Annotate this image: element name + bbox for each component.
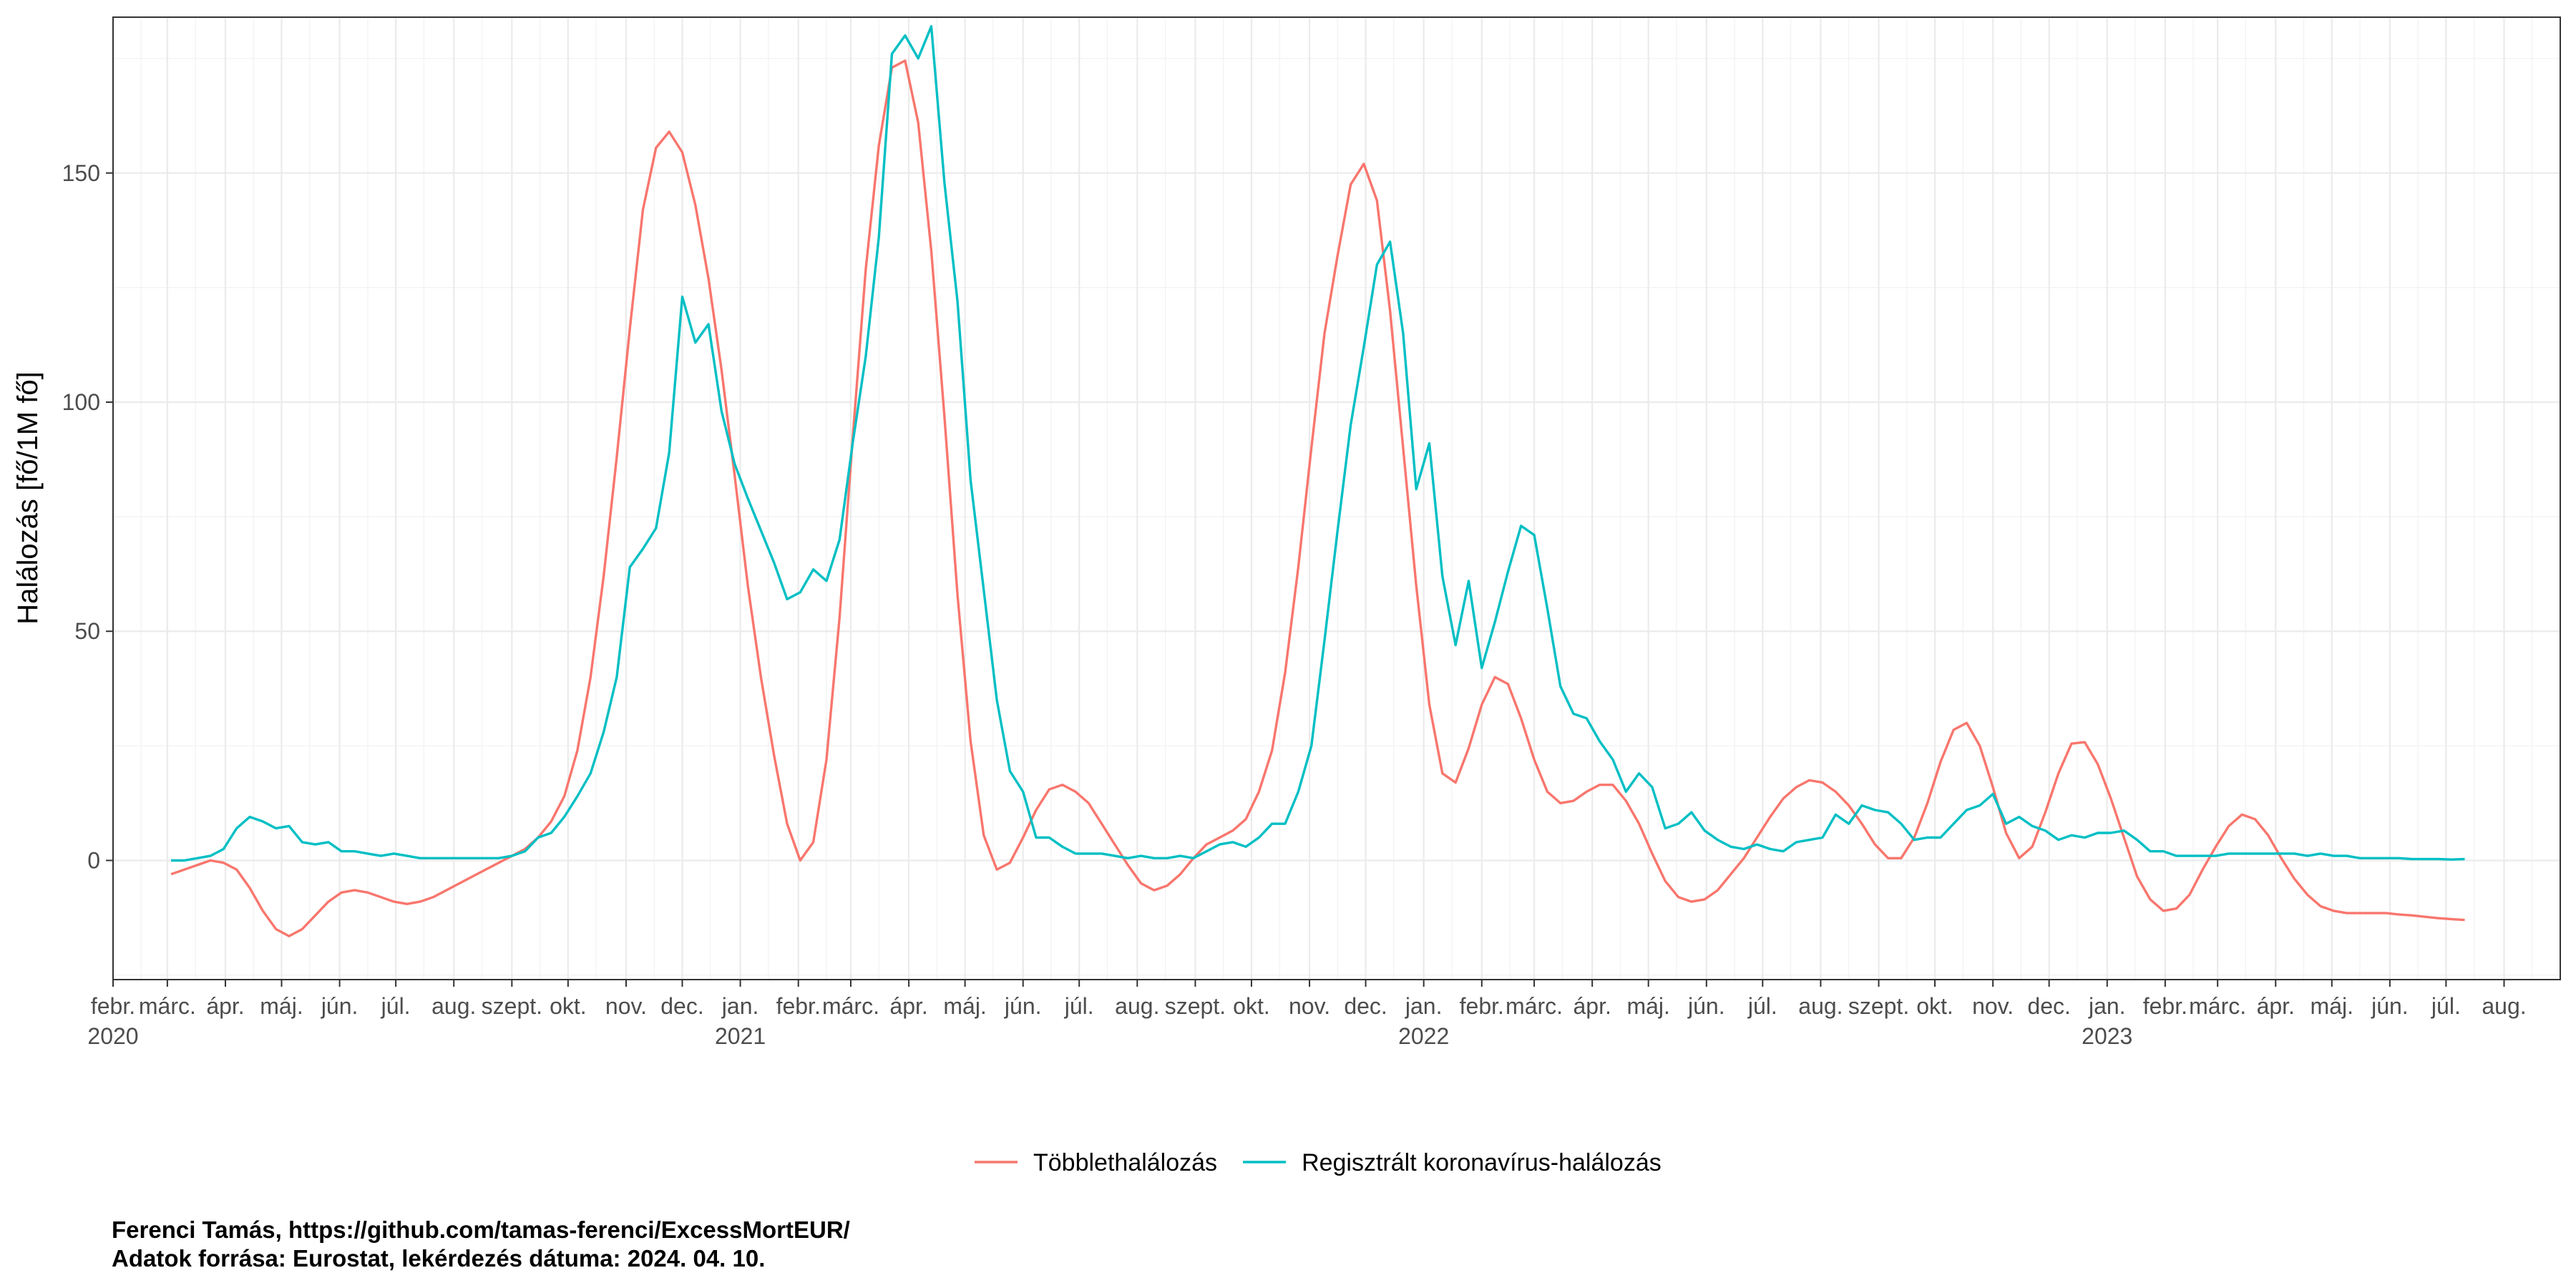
x-tick-label: ápr. (2257, 993, 2295, 1019)
y-axis-title: Halálozás [fő/1M fő] (12, 371, 44, 625)
y-axis: 0 50 100 150 (62, 160, 113, 873)
x-tick-label: okt. (1233, 993, 1270, 1019)
x-tick-label: aug. (1115, 993, 1159, 1019)
x-year-label: 2022 (1398, 1023, 1449, 1049)
x-tick-label: márc. (1506, 993, 1563, 1019)
x-year-label: 2020 (87, 1023, 138, 1049)
panel-background (113, 17, 2560, 980)
x-tick-label: jún. (1687, 993, 1725, 1019)
series-line-2 (171, 25, 2465, 862)
legend-label-1: Többlethalálozás (1033, 1149, 1217, 1176)
x-tick-label: ápr. (889, 993, 927, 1019)
x-tick-label: ápr. (1573, 993, 1611, 1019)
x-tick-label: júl. (2431, 993, 2461, 1019)
caption-line-2: Adatok forrása: Eurostat, lekérdezés dát… (112, 1245, 766, 1272)
x-tick-label: aug. (431, 993, 476, 1019)
x-tick-label: júl. (381, 993, 411, 1019)
legend-label-2: Regisztrált koronavírus-halálozás (1302, 1149, 1662, 1176)
x-tick-label: jan. (2088, 993, 2126, 1019)
minor-gridlines (113, 17, 2560, 980)
x-tick-label: dec. (660, 993, 703, 1019)
x-tick-label: ápr. (206, 993, 244, 1019)
x-tick-label: okt. (1916, 993, 1953, 1019)
x-tick-label: márc. (2189, 993, 2246, 1019)
x-axis: febr. márc. ápr. máj. jún. júl. aug. szept. okt.… (87, 980, 2527, 1049)
x-tick-label: nov. (1972, 993, 2014, 1019)
x-tick-label: máj. (2311, 993, 2353, 1019)
x-tick-label: szept. (1165, 993, 1226, 1019)
x-tick-label: máj. (943, 993, 986, 1019)
x-tick-label: szept. (1848, 993, 1909, 1019)
x-tick-label: máj. (1626, 993, 1669, 1019)
y-tick-label: 0 (87, 847, 100, 873)
y-tick-label: 150 (62, 160, 100, 186)
x-year-label: 2023 (2082, 1023, 2132, 1049)
x-tick-label: febr. (91, 993, 135, 1019)
x-tick-label: máj. (260, 993, 303, 1019)
x-tick-label: jún. (1004, 993, 1042, 1019)
series-layer (170, 25, 2465, 937)
x-tick-label: nov. (605, 993, 647, 1019)
x-tick-label: júl. (1747, 993, 1777, 1019)
x-year-label: 2021 (715, 1023, 766, 1049)
x-tick-label: jan. (1405, 993, 1443, 1019)
x-tick-label: febr. (776, 993, 821, 1019)
y-tick-label: 50 (74, 618, 100, 644)
caption-line-1: Ferenci Tamás, https://github.com/tamas-… (112, 1216, 850, 1243)
y-tick-label: 100 (62, 389, 100, 415)
x-tick-label: febr. (1460, 993, 1504, 1019)
x-tick-label: jún. (321, 993, 358, 1019)
series-line-1 (170, 59, 2465, 937)
x-tick-label: febr. (2143, 993, 2187, 1019)
x-tick-label: dec. (2027, 993, 2070, 1019)
x-tick-label: szept. (482, 993, 542, 1019)
x-tick-label: dec. (1344, 993, 1387, 1019)
x-tick-label: aug. (1798, 993, 1843, 1019)
legend: Többlethalálozás Regisztrált koronavírus-… (975, 1149, 1662, 1176)
panel-border (112, 16, 2561, 980)
x-tick-label: márc. (822, 993, 879, 1019)
x-tick-label: jan. (721, 993, 759, 1019)
x-tick-label: júl. (1064, 993, 1094, 1019)
x-tick-label: okt. (550, 993, 587, 1019)
x-tick-label: aug. (2482, 993, 2526, 1019)
x-tick-label: jún. (2371, 993, 2409, 1019)
x-tick-label: márc. (139, 993, 196, 1019)
major-gridlines (112, 17, 2560, 980)
x-tick-label: nov. (1289, 993, 1330, 1019)
